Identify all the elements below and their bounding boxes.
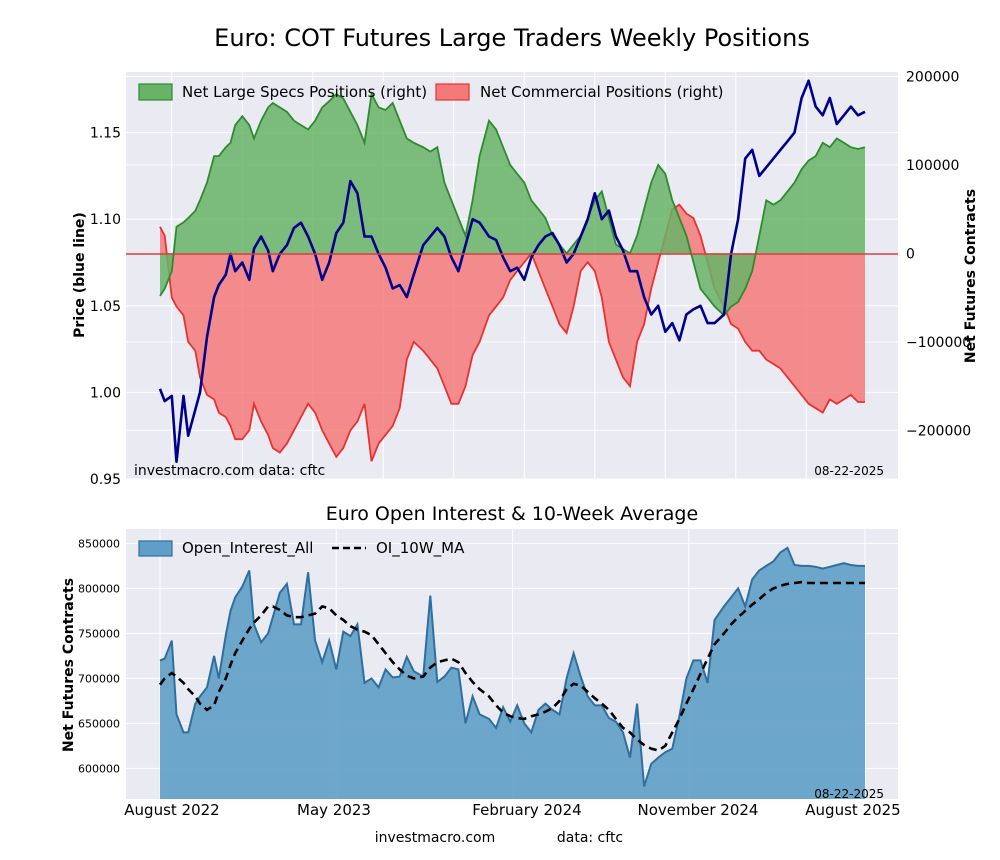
legend-commercial-label: Net Commercial Positions (right) xyxy=(480,83,724,101)
top-left-tick-label: 0.95 xyxy=(90,472,121,488)
commercial-area-fill xyxy=(160,204,865,462)
price-series-line xyxy=(158,79,866,463)
bottom-ma-line xyxy=(158,580,865,752)
legend-oi-swatch xyxy=(138,540,173,557)
legend-commercial-swatch xyxy=(435,83,470,101)
top-legend: Net Large Specs Positions (right) Net Co… xyxy=(138,83,724,101)
top-price-line xyxy=(158,79,866,463)
top-left-tick-label: 1.15 xyxy=(90,126,121,142)
bottom-x-tick-label: August 2022 xyxy=(124,801,219,819)
bottom-date-label: 08-22-2025 xyxy=(814,787,884,801)
top-left-axis-label: Price (blue line) xyxy=(72,212,88,338)
top-date-label: 08-22-2025 xyxy=(814,464,884,478)
bottom-chart-title: Euro Open Interest & 10-Week Average xyxy=(326,503,698,525)
top-right-tick-label: 100000 xyxy=(906,158,959,174)
top-right-tick-label: 0 xyxy=(906,246,915,262)
bottom-x-tick-label: February 2024 xyxy=(472,801,581,819)
legend-specs-swatch xyxy=(138,83,173,101)
bottom-x-tick-label: May 2023 xyxy=(297,801,371,819)
bottom-x-tick-label: November 2024 xyxy=(638,801,759,819)
top-right-tick-label: −100000 xyxy=(906,335,971,351)
open-interest-line xyxy=(159,546,865,787)
bottom-y-tick-label: 750000 xyxy=(78,627,120,640)
open-interest-fill xyxy=(160,547,865,799)
ma-series-line xyxy=(158,580,865,752)
bottom-y-tick-label: 800000 xyxy=(78,582,120,595)
legend-specs-label: Net Large Specs Positions (right) xyxy=(182,83,427,101)
top-right-tick-label: −200000 xyxy=(906,423,971,439)
top-left-tick-label: 1.05 xyxy=(90,299,121,315)
bottom-legend: Open_Interest_All OI_10W_MA xyxy=(138,539,465,558)
legend-ma-label: OI_10W_MA xyxy=(376,539,465,558)
bottom-y-axis-ticks: 850000 800000 750000 700000 650000 600000 xyxy=(78,537,120,775)
top-right-tick-label: 200000 xyxy=(906,69,959,85)
bottom-y-tick-label: 700000 xyxy=(78,672,120,685)
top-left-axis-ticks: 1.15 1.10 1.05 1.00 0.95 xyxy=(90,126,121,488)
top-position-areas xyxy=(159,91,866,462)
top-right-axis-label: Net Futures Contracts xyxy=(963,189,979,363)
bottom-y-tick-label: 850000 xyxy=(78,537,120,550)
specs-area-line xyxy=(159,91,866,317)
bottom-open-interest-area xyxy=(159,546,865,799)
footer-site: investmacro.com xyxy=(375,830,495,846)
bottom-x-axis-ticks: August 2022 May 2023 February 2024 November… xyxy=(124,801,900,819)
specs-area-fill xyxy=(160,94,865,316)
top-left-tick-label: 1.00 xyxy=(90,385,121,401)
top-watermark: investmacro.com data: cftc xyxy=(134,463,325,479)
footer-source: data: cftc xyxy=(557,830,623,846)
bottom-y-axis-label: Net Futures Contracts xyxy=(61,578,77,752)
bottom-y-tick-label: 600000 xyxy=(78,762,120,775)
bottom-y-tick-label: 650000 xyxy=(78,717,120,730)
commercial-area-line xyxy=(159,203,865,462)
top-left-tick-label: 1.10 xyxy=(90,212,121,228)
chart-title: Euro: COT Futures Large Traders Weekly P… xyxy=(214,24,810,52)
top-right-axis-ticks: 200000 100000 0 −100000 −200000 xyxy=(906,69,971,439)
bottom-x-tick-label: August 2025 xyxy=(805,801,900,819)
legend-oi-label: Open_Interest_All xyxy=(182,539,313,558)
